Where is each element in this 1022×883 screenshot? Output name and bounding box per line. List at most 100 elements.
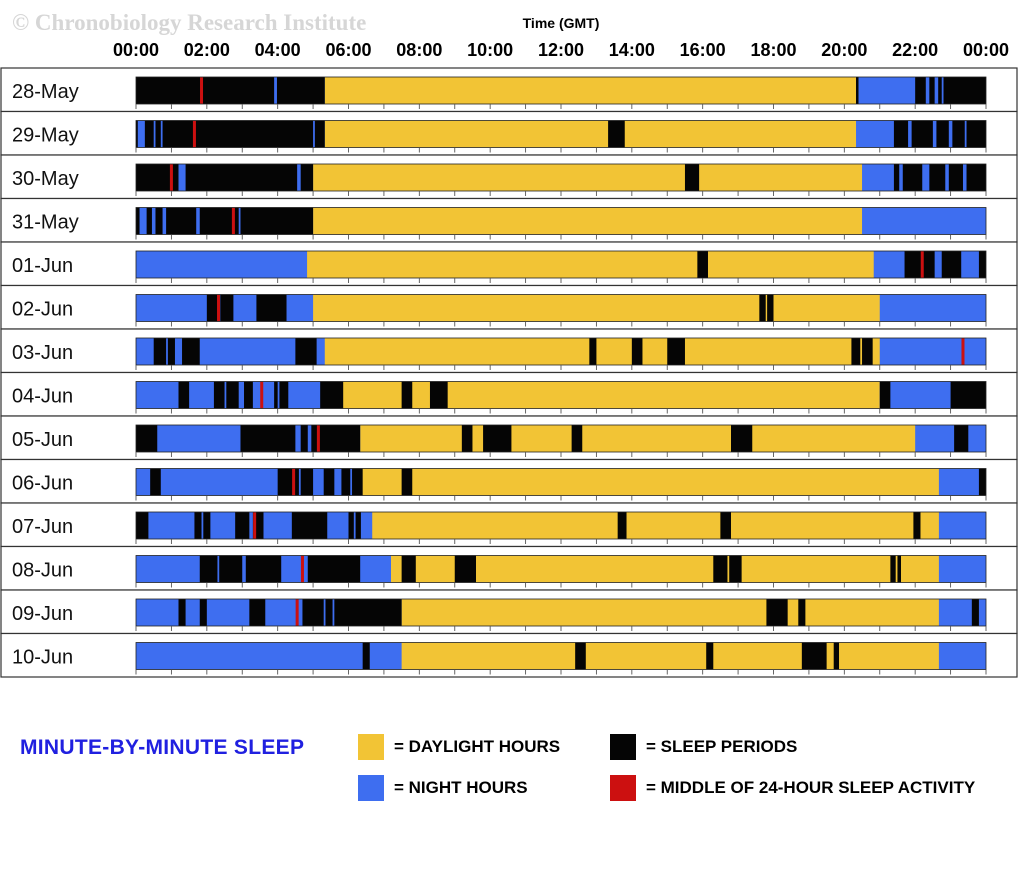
wake-mark: [153, 120, 156, 148]
sleep-period: [575, 642, 586, 670]
sleep-period: [950, 381, 986, 409]
sleep-period: [136, 512, 149, 539]
sleep-period: [904, 251, 935, 278]
wake-mark: [238, 207, 241, 235]
x-tick-label: 00:00: [963, 40, 1009, 60]
sleep-period: [454, 555, 476, 583]
sleep-period: [150, 468, 161, 496]
sleep-midpoint-mark: [169, 164, 173, 191]
sleep-period: [136, 425, 158, 452]
wake-mark: [948, 120, 953, 148]
sleep-period: [954, 425, 969, 452]
sleep-period: [893, 164, 986, 191]
wake-mark: [297, 164, 301, 191]
legend-label-midpoint: = MIDDLE OF 24-HOUR SLEEP ACTIVITY: [646, 778, 976, 797]
wake-mark: [217, 555, 220, 583]
sleep-period: [244, 381, 253, 409]
sleep-period: [295, 338, 317, 365]
x-tick-label: 16:00: [680, 40, 726, 60]
day-label: 30-May: [12, 168, 79, 190]
sleep-period: [941, 251, 962, 278]
daylight-bar: [313, 164, 863, 191]
sleep-period: [879, 381, 891, 409]
sleep-period: [461, 425, 473, 452]
wake-mark: [895, 555, 898, 583]
sleep-period: [667, 338, 685, 365]
legend-label-daylight: = DAYLIGHT HOURS: [394, 737, 561, 756]
daylight-bar: [360, 468, 939, 496]
sleep-period: [913, 512, 921, 539]
wake-mark: [139, 207, 147, 235]
sleep-period: [362, 642, 370, 670]
day-label: 28-May: [12, 81, 79, 103]
legend-label-night: = NIGHT HOURS: [394, 778, 528, 797]
day-row-09-Jun: 09-Jun: [0, 589, 1018, 635]
daylight-bar: [313, 207, 863, 235]
sleep-midpoint-mark: [292, 468, 296, 496]
day-row-31-May: 31-May: [0, 197, 1018, 243]
sleep-period: [893, 120, 986, 148]
wake-mark: [196, 207, 200, 235]
sleep-midpoint-mark: [920, 251, 924, 278]
legend-title: MINUTE-BY-MINUTE SLEEP: [20, 736, 305, 759]
sleep-period: [706, 642, 714, 670]
day-label: 31-May: [12, 212, 79, 234]
x-tick-label: 04:00: [255, 40, 301, 60]
day-row-28-May: 28-May: [0, 67, 1018, 113]
wake-mark: [964, 120, 967, 148]
midpoint-swatch: [610, 775, 636, 801]
sleep-period: [245, 555, 282, 583]
day-row-03-Jun: 03-Jun: [0, 328, 1018, 374]
daylight-bar: [372, 512, 939, 539]
sleep-period: [153, 338, 175, 365]
day-row-10-Jun: 10-Jun: [0, 632, 1018, 678]
wake-mark: [277, 381, 280, 409]
wake-mark: [765, 294, 768, 322]
wake-mark: [274, 77, 277, 104]
daylight-bar: [334, 381, 880, 409]
sleep-midpoint-mark: [295, 599, 299, 626]
sleep-midpoint-mark: [260, 381, 264, 409]
x-tick-label: 14:00: [609, 40, 655, 60]
wake-mark: [166, 338, 168, 365]
wake-mark: [295, 425, 301, 452]
day-label: 09-Jun: [12, 603, 73, 625]
sleep-midpoint-mark: [253, 512, 257, 539]
x-tick-label: 02:00: [184, 40, 230, 60]
wake-mark: [922, 164, 930, 191]
sleep-period: [971, 599, 979, 626]
legend-label-sleep: = SLEEP PERIODS: [646, 737, 798, 756]
wake-mark: [201, 512, 204, 539]
x-tick-label: 08:00: [396, 40, 442, 60]
sleep-period: [235, 512, 250, 539]
wake-mark: [925, 77, 930, 104]
night-swatch: [358, 775, 384, 801]
daylight-bar: [391, 555, 939, 583]
day-label: 07-Jun: [12, 516, 73, 538]
sleep-midpoint-mark: [231, 207, 235, 235]
x-axis-tick-labels: 00:00 02:00 04:00 06:00 08:00 10:00 12:00 14:00…: [113, 40, 1009, 60]
sleep-period: [401, 468, 413, 496]
sleep-period: [766, 599, 788, 626]
wake-mark: [936, 251, 940, 278]
wake-mark: [727, 555, 730, 583]
day-label: 01-Jun: [12, 255, 73, 277]
wake-mark: [151, 207, 156, 235]
sleep-period: [277, 468, 314, 496]
wake-mark: [160, 120, 163, 148]
x-tick-label: 20:00: [821, 40, 867, 60]
x-tick-label: 18:00: [750, 40, 796, 60]
wake-mark: [178, 164, 186, 191]
sleep-period: [401, 381, 413, 409]
sleep-period: [851, 338, 873, 365]
daylight-bar: [401, 642, 939, 670]
day-row-08-Jun: 08-Jun: [0, 545, 1018, 591]
daylight-bar: [313, 294, 880, 322]
wake-mark: [350, 468, 353, 496]
day-row-07-Jun: 07-Jun: [0, 502, 1018, 548]
day-label: 06-Jun: [12, 473, 73, 495]
wake-mark: [353, 512, 356, 539]
sleep-period: [798, 599, 806, 626]
sleep-period: [291, 512, 328, 539]
sleep-period: [978, 468, 986, 496]
